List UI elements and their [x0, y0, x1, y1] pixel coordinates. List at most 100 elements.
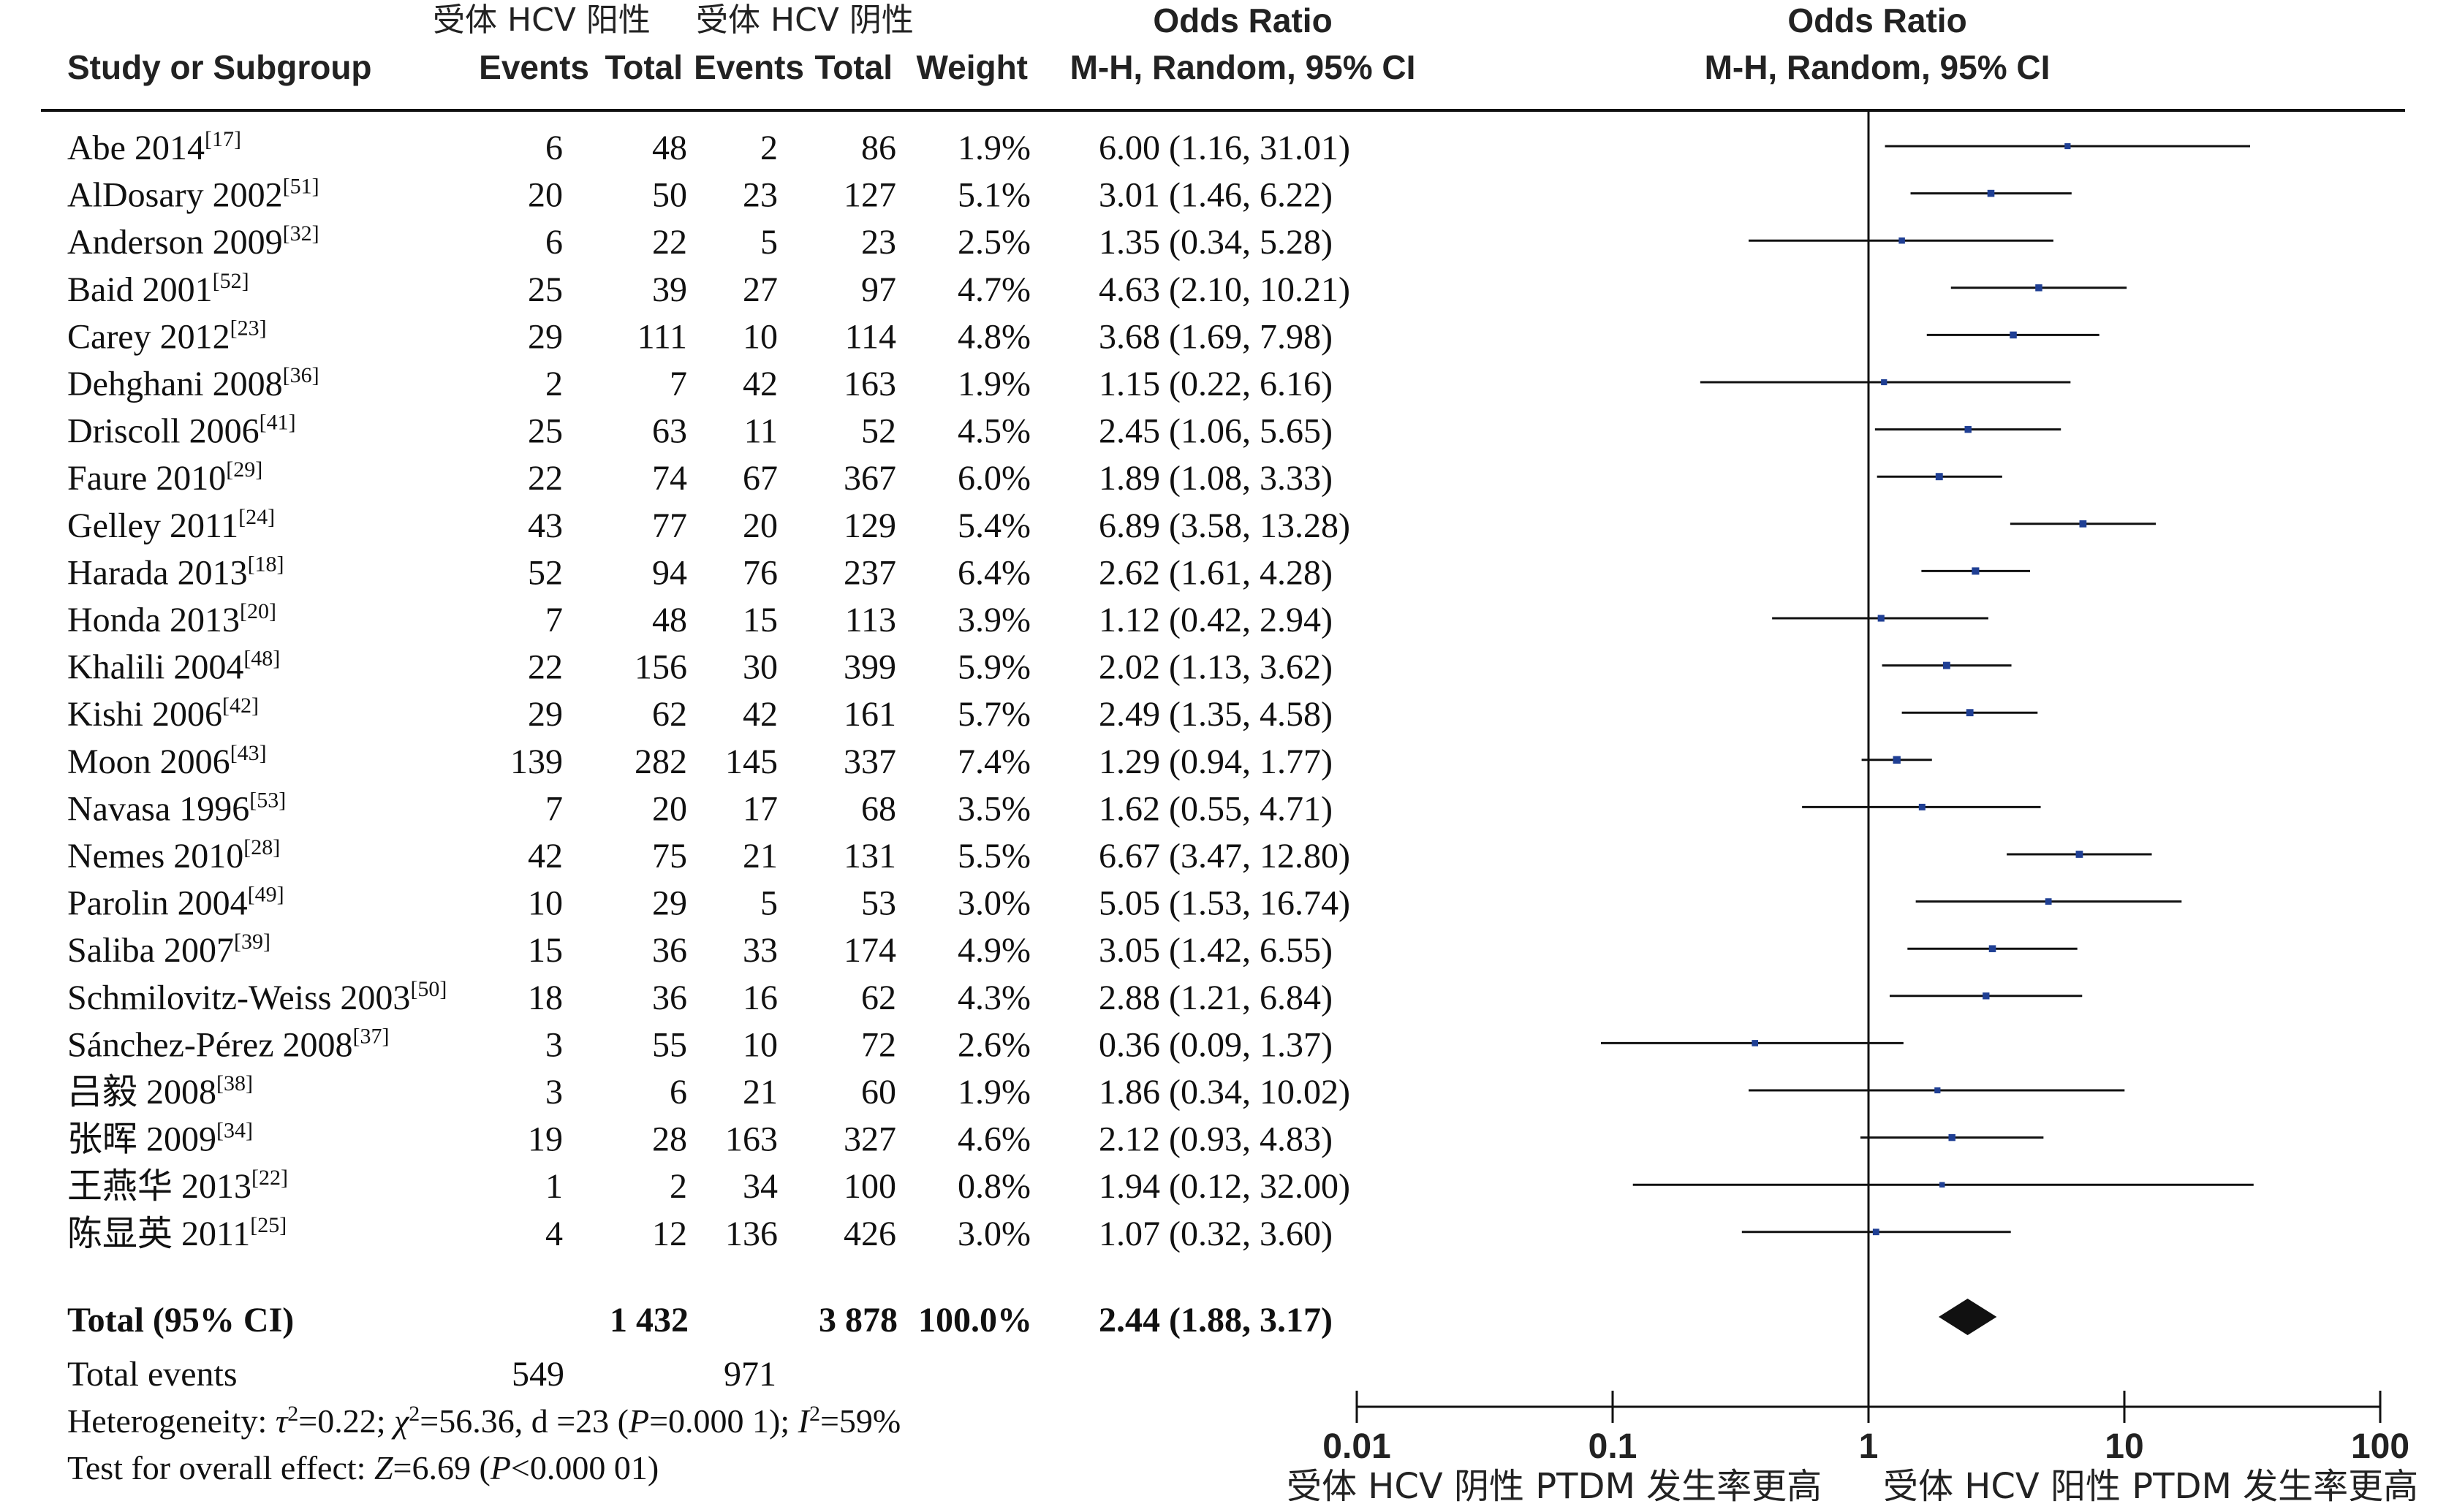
study-name: Parolin 2004[49]	[67, 883, 284, 923]
table-row: Dehghani 2008[36] 2 7 42 163 1.9% 1.15 (0.22, …	[67, 363, 1333, 403]
cell-e1: 19	[528, 1120, 563, 1159]
cell-weight: 4.5%	[958, 412, 1031, 451]
cell-weight: 0.8%	[958, 1167, 1031, 1206]
table-row: Baid 2001[52] 25 39 27 97 4.7% 4.63 (2.10, 10.…	[67, 269, 1350, 309]
cell-e1: 42	[528, 837, 563, 875]
cell-t1: 12	[652, 1215, 687, 1253]
cell-weight: 5.9%	[958, 648, 1031, 687]
cell-t1: 62	[652, 695, 687, 734]
cell-e1: 10	[528, 884, 563, 923]
study-name: Khalili 2004[48]	[67, 647, 280, 687]
cell-e2: 42	[743, 695, 778, 734]
cell-e2: 21	[743, 1073, 778, 1112]
cell-e2: 20	[743, 506, 778, 545]
table-row: Saliba 2007[39] 15 36 33 174 4.9% 3.05 (1.42, …	[67, 930, 1333, 970]
table-row: Anderson 2009[32] 6 22 5 23 2.5% 1.35 (0.34, 5…	[67, 221, 1333, 262]
cell-weight: 1.9%	[958, 1073, 1031, 1112]
effect-marker	[1983, 992, 1990, 1000]
study-name: Nemes 2010[28]	[67, 835, 280, 875]
cell-t2: 86	[861, 129, 896, 167]
cell-ci-text: 1.29 (0.94, 1.77)	[1099, 742, 1333, 781]
total1-header: Total	[605, 48, 683, 86]
events2-header: Events	[694, 48, 804, 86]
cell-e1: 29	[528, 695, 563, 734]
total-events-label: Total events	[67, 1355, 238, 1394]
study-name: Saliba 2007[39]	[67, 930, 270, 970]
pooled-diamond	[1938, 1299, 1997, 1335]
plot-title: Odds Ratio	[1787, 1, 1966, 39]
table-row: Gelley 2011[24] 43 77 20 129 5.4% 6.89 (3.58, …	[67, 505, 1350, 545]
effect-marker	[1948, 1133, 1955, 1141]
study-name: Faure 2010[29]	[67, 457, 262, 498]
x-axis-tick-label: 100	[2351, 1427, 2409, 1466]
effect-marker	[1939, 1182, 1945, 1188]
cell-weight: 3.9%	[958, 601, 1031, 639]
table-row: 陈显英 2011[25] 4 12 136 426 3.0% 1.07 (0.32, 3.6…	[67, 1213, 1333, 1253]
cell-e1: 43	[528, 506, 563, 545]
table-row: 吕毅 2008[38] 3 6 21 60 1.9% 1.86 (0.34, 10.02)	[67, 1071, 1350, 1112]
cell-ci-text: 2.02 (1.13, 3.62)	[1099, 648, 1333, 687]
cell-ci-text: 1.35 (0.34, 5.28)	[1099, 223, 1333, 262]
study-name: 王燕华 2013[22]	[67, 1166, 288, 1206]
cell-e2: 5	[760, 884, 778, 923]
cell-e1: 18	[528, 979, 563, 1017]
cell-ci-text: 1.94 (0.12, 32.00)	[1099, 1167, 1350, 1206]
study-column-header: Study or Subgroup	[67, 48, 372, 86]
cell-e2: 30	[743, 648, 778, 687]
table-row: 张晖 2009[34] 19 28 163 327 4.6% 2.12 (0.93, 4.8…	[67, 1119, 1333, 1159]
cell-e1: 52	[528, 553, 563, 592]
study-name: Anderson 2009[32]	[67, 221, 319, 262]
cell-t2: 113	[845, 601, 896, 639]
effect-marker	[2045, 898, 2052, 905]
study-name: Abe 2014[17]	[67, 127, 241, 167]
table-row: Carey 2012[23] 29 111 10 114 4.8% 3.68 (1.69, …	[67, 316, 1333, 356]
cell-ci-text: 2.49 (1.35, 4.58)	[1099, 695, 1333, 734]
cell-t2: 131	[844, 837, 896, 875]
cell-e2: 10	[743, 317, 778, 356]
cell-e1: 25	[528, 412, 563, 451]
table-row: Schmilovitz-Weiss 2003[50] 18 36 16 62 4.3% 2.…	[67, 977, 1333, 1017]
study-name: Navasa 1996[53]	[67, 788, 286, 828]
cell-e2: 27	[743, 270, 778, 309]
cell-t1: 2	[670, 1167, 687, 1206]
study-name: Driscoll 2006[41]	[67, 411, 296, 451]
table-row: Nemes 2010[28] 42 75 21 131 5.5% 6.67 (3.47, 1…	[67, 835, 1350, 875]
cell-t1: 36	[652, 979, 687, 1017]
cell-e2: 23	[743, 176, 778, 215]
cell-ci-text: 4.63 (2.10, 10.21)	[1099, 270, 1350, 309]
group1-header: 受体 HCV 阳性	[433, 1, 651, 39]
table-row: Kishi 2006[42] 29 62 42 161 5.7% 2.49 (1.35, 4…	[67, 694, 1333, 734]
forest-plot-area: 0.01 0.1 1 10 100	[1322, 110, 2409, 1466]
study-name: AlDosary 2002[51]	[67, 175, 319, 215]
study-name: Harada 2013[18]	[67, 552, 284, 592]
study-rows: Abe 2014[17] 6 48 2 86 1.9% 6.00 (1.16, 31.01)…	[67, 127, 1350, 1253]
cell-t2: 426	[844, 1215, 896, 1253]
table-row: Navasa 1996[53] 7 20 17 68 3.5% 1.62 (0.55, 4.…	[67, 788, 1333, 828]
cell-e2: 67	[743, 459, 778, 498]
totals-section: Total (95% CI) 1 432 3 878 100.0% 2.44 (…	[67, 1301, 1333, 1486]
table-row: Parolin 2004[49] 10 29 5 53 3.0% 5.05 (1.53, 1…	[67, 883, 1350, 923]
cell-e2: 42	[743, 365, 778, 403]
cell-t1: 28	[652, 1120, 687, 1159]
cell-t1: 7	[670, 365, 687, 403]
table-row: Honda 2013[20] 7 48 15 113 3.9% 1.12 (0.42, 2.…	[67, 599, 1333, 639]
cell-e1: 6	[545, 223, 563, 262]
cell-t1: 36	[652, 931, 687, 970]
study-name: Carey 2012[23]	[67, 316, 267, 356]
table-row: Harada 2013[18] 52 94 76 237 6.4% 2.62 (1.61, …	[67, 552, 1333, 592]
cell-weight: 4.6%	[958, 1120, 1031, 1159]
cell-t1: 48	[652, 129, 687, 167]
total-weight: 100.0%	[918, 1301, 1032, 1340]
cell-ci-text: 1.15 (0.22, 6.16)	[1099, 365, 1333, 403]
study-name: Moon 2006[43]	[67, 741, 267, 781]
effect-marker	[1964, 425, 1972, 433]
cell-weight: 6.4%	[958, 553, 1031, 592]
effect-marker	[1898, 237, 1905, 244]
cell-t1: 20	[652, 789, 687, 828]
table-row: Abe 2014[17] 6 48 2 86 1.9% 6.00 (1.16, 31.01)	[67, 127, 1350, 167]
study-name: Gelley 2011[24]	[67, 505, 275, 545]
total-t2: 3 878	[819, 1301, 898, 1340]
cell-t1: 156	[635, 648, 687, 687]
cell-e2: 11	[744, 412, 778, 451]
